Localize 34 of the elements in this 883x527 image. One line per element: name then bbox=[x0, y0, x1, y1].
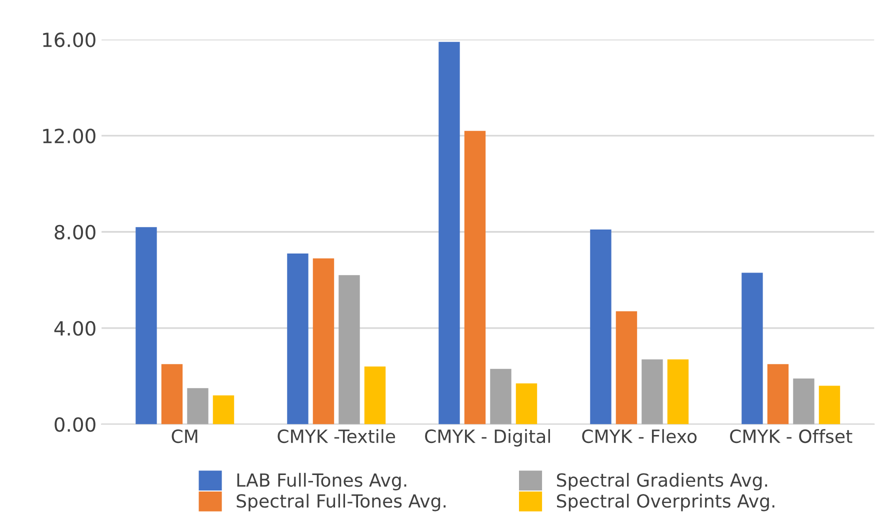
bar bbox=[516, 383, 538, 424]
legend-label: Spectral Overprints Avg. bbox=[556, 494, 774, 512]
x-tick-label: CMYK - Offset bbox=[730, 429, 852, 444]
legend-label: Spectral Gradients Avg. bbox=[556, 472, 768, 490]
y-tick-label: 8.00 bbox=[54, 224, 96, 240]
bar bbox=[364, 366, 386, 424]
x-tick-label: CMYK -Textile bbox=[278, 429, 396, 444]
bar bbox=[490, 368, 512, 424]
x-tick-label: CMYK - Digital bbox=[425, 429, 550, 447]
y-tick-label: 12.00 bbox=[43, 128, 96, 144]
y-tick-label: 4.00 bbox=[54, 321, 96, 336]
bar bbox=[187, 388, 208, 424]
bar bbox=[667, 359, 689, 424]
legend-label: LAB Full-Tones Avg. bbox=[237, 472, 406, 490]
bar bbox=[767, 364, 789, 424]
bar bbox=[212, 395, 234, 424]
y-tick-label: 16.00 bbox=[43, 32, 96, 48]
bar bbox=[136, 227, 157, 424]
legend-label: Spectral Full-Tones Avg. bbox=[236, 494, 446, 512]
bar bbox=[642, 359, 663, 424]
bar bbox=[312, 258, 334, 424]
x-tick-label: CM bbox=[172, 429, 198, 444]
bar bbox=[590, 229, 612, 424]
bar bbox=[616, 311, 638, 424]
bar bbox=[438, 42, 460, 424]
x-tick-label: CMYK - Flexo bbox=[582, 429, 697, 444]
bar bbox=[793, 378, 814, 424]
bar bbox=[161, 364, 183, 424]
bar bbox=[338, 275, 360, 424]
bar bbox=[287, 254, 308, 424]
bar bbox=[742, 272, 763, 424]
bar bbox=[818, 386, 840, 424]
y-tick-label: 0.00 bbox=[54, 417, 96, 432]
bar bbox=[464, 130, 486, 424]
